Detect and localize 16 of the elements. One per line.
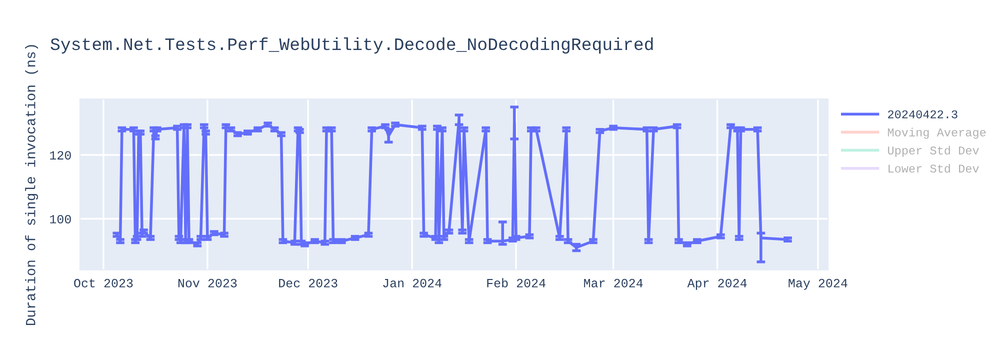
x-tick-label: Mar 2024 xyxy=(584,278,643,288)
x-tick-label: Dec 2023 xyxy=(279,278,338,288)
y-axis-title: Duration of single invocation (ns) xyxy=(25,45,38,326)
y-tick-label: 120 xyxy=(50,151,71,160)
legend-label: Lower Std Dev xyxy=(888,164,979,173)
legend-label: 20240422.3 xyxy=(888,110,958,118)
x-tick-label: Nov 2023 xyxy=(178,278,237,288)
legend-label: Upper Std Dev xyxy=(888,146,979,157)
x-tick-label: Feb 2024 xyxy=(487,278,546,288)
x-tick-label: Jan 2024 xyxy=(383,278,442,288)
x-tick-label: Apr 2024 xyxy=(687,278,747,290)
legend-label: Moving Average xyxy=(888,128,986,139)
x-tick-label: Oct 2023 xyxy=(74,278,133,288)
y-tick-label: 100 xyxy=(50,214,71,224)
chart-title: System.Net.Tests.Perf_WebUtility.Decode_NoDecodingRequired xyxy=(50,37,653,54)
x-tick-label: May 2024 xyxy=(788,278,848,290)
